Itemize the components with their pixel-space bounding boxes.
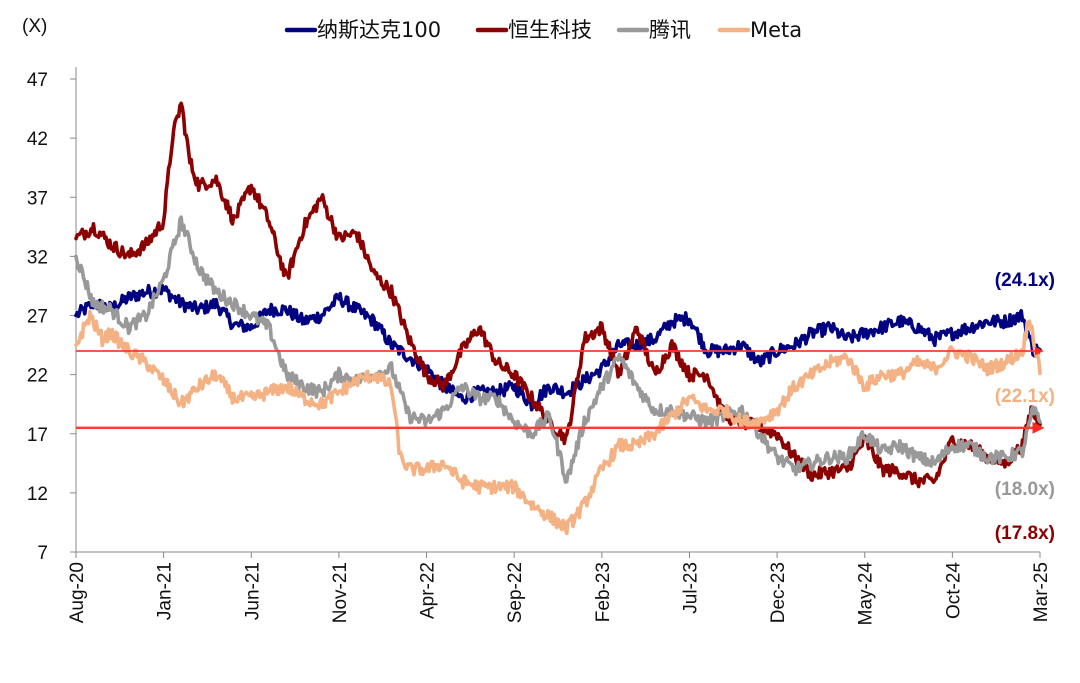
x-tick-label: Jun-21 (242, 562, 263, 620)
y-tick-label: 12 (27, 484, 48, 505)
x-tick-label: Dec-23 (768, 562, 789, 623)
y-axis: 7 12 17 22 27 32 37 42 47 (27, 67, 77, 564)
y-tick-label: 32 (27, 247, 48, 268)
legend-label: 恒生科技 (508, 18, 592, 42)
series-line-4 (74, 309, 1042, 536)
x-tick-label: Feb-23 (593, 562, 614, 622)
x-tick-label: Nov-21 (330, 562, 351, 623)
series-line-3 (74, 215, 1042, 484)
x-tick-label: Jul-23 (680, 562, 701, 614)
x-tick-label: Apr-22 (418, 562, 439, 619)
x-tick-label: Aug-20 (67, 562, 88, 623)
x-axis: Aug-20 Jan-21 Jun-21 Nov-21 Apr-22 Sep-22 Feb-… (67, 551, 1052, 626)
x-tick-label: May-24 (856, 562, 877, 626)
y-tick-label: 37 (27, 188, 48, 209)
legend-label: Meta (750, 18, 802, 42)
end-label: (24.1x) (995, 270, 1055, 291)
x-tick-label: Sep-22 (505, 562, 526, 623)
y-tick-label: 47 (27, 70, 48, 91)
x-tick-label: Mar-25 (1031, 562, 1052, 622)
end-label: (22.1x) (995, 386, 1055, 407)
y-tick-label: 22 (27, 366, 48, 387)
legend: 纳斯达克100 恒生科技 腾讯 Meta (284, 18, 802, 42)
end-labels: (24.1x) (22.1x) (18.0x) (17.8x) (995, 270, 1055, 544)
reference-lines (76, 346, 1045, 434)
series-line-2 (74, 101, 1042, 489)
end-label: (18.0x) (995, 479, 1055, 500)
y-unit-label: (X) (22, 16, 47, 37)
x-tick-label: Jan-21 (155, 562, 176, 620)
y-tick-label: 27 (27, 307, 48, 328)
series-group (74, 101, 1042, 536)
x-tick-label: Oct-24 (943, 562, 964, 619)
y-tick-label: 42 (27, 129, 48, 150)
y-tick-label: 17 (27, 425, 48, 446)
legend-label: 腾讯 (649, 18, 691, 42)
y-tick-label: 7 (37, 543, 48, 564)
legend-label: 纳斯达克100 (317, 18, 441, 42)
end-label: (17.8x) (995, 523, 1055, 544)
series-line-1 (74, 283, 1042, 412)
